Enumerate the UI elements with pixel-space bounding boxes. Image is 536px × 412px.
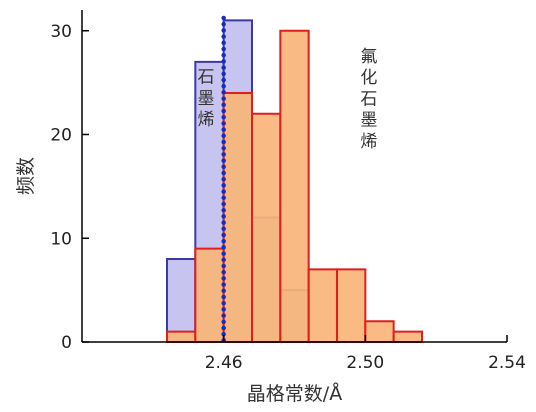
graphene-bar — [166, 258, 197, 343]
x-tick-label: 2.50 — [346, 353, 384, 373]
y-tick-label: 30 — [50, 22, 72, 42]
fluorographene-bar — [166, 330, 197, 343]
x-tick-label: 2.46 — [205, 353, 243, 373]
fluorographene-bar — [336, 268, 367, 343]
y-axis-label: 频数 — [15, 157, 37, 195]
fluorographene-bars — [166, 29, 423, 343]
fluorographene-bar — [251, 112, 282, 343]
fluorographene-bar — [194, 247, 225, 343]
annotations: 石墨烯 氟化石墨烯 — [197, 47, 377, 152]
fluorographene-bar — [279, 29, 310, 343]
x-axis-label: 晶格常数/Å — [247, 382, 342, 405]
y-tick-label: 20 — [50, 126, 72, 146]
tick-labels: 0 10 20 30 2.46 2.50 2.54 — [50, 22, 526, 373]
fluorographene-bar — [307, 268, 338, 343]
annotation-graphene: 石墨烯 — [197, 68, 214, 131]
annotation-fluorographene: 氟化石墨烯 — [360, 47, 377, 152]
fluorographene-bar — [364, 320, 395, 343]
fluorographene-bar — [392, 330, 423, 343]
axes — [81, 10, 508, 343]
fluorographene-bar — [222, 92, 254, 343]
x-tick-label: 2.54 — [488, 353, 526, 373]
y-tick-label: 0 — [61, 333, 72, 353]
y-tick-label: 10 — [50, 229, 72, 249]
